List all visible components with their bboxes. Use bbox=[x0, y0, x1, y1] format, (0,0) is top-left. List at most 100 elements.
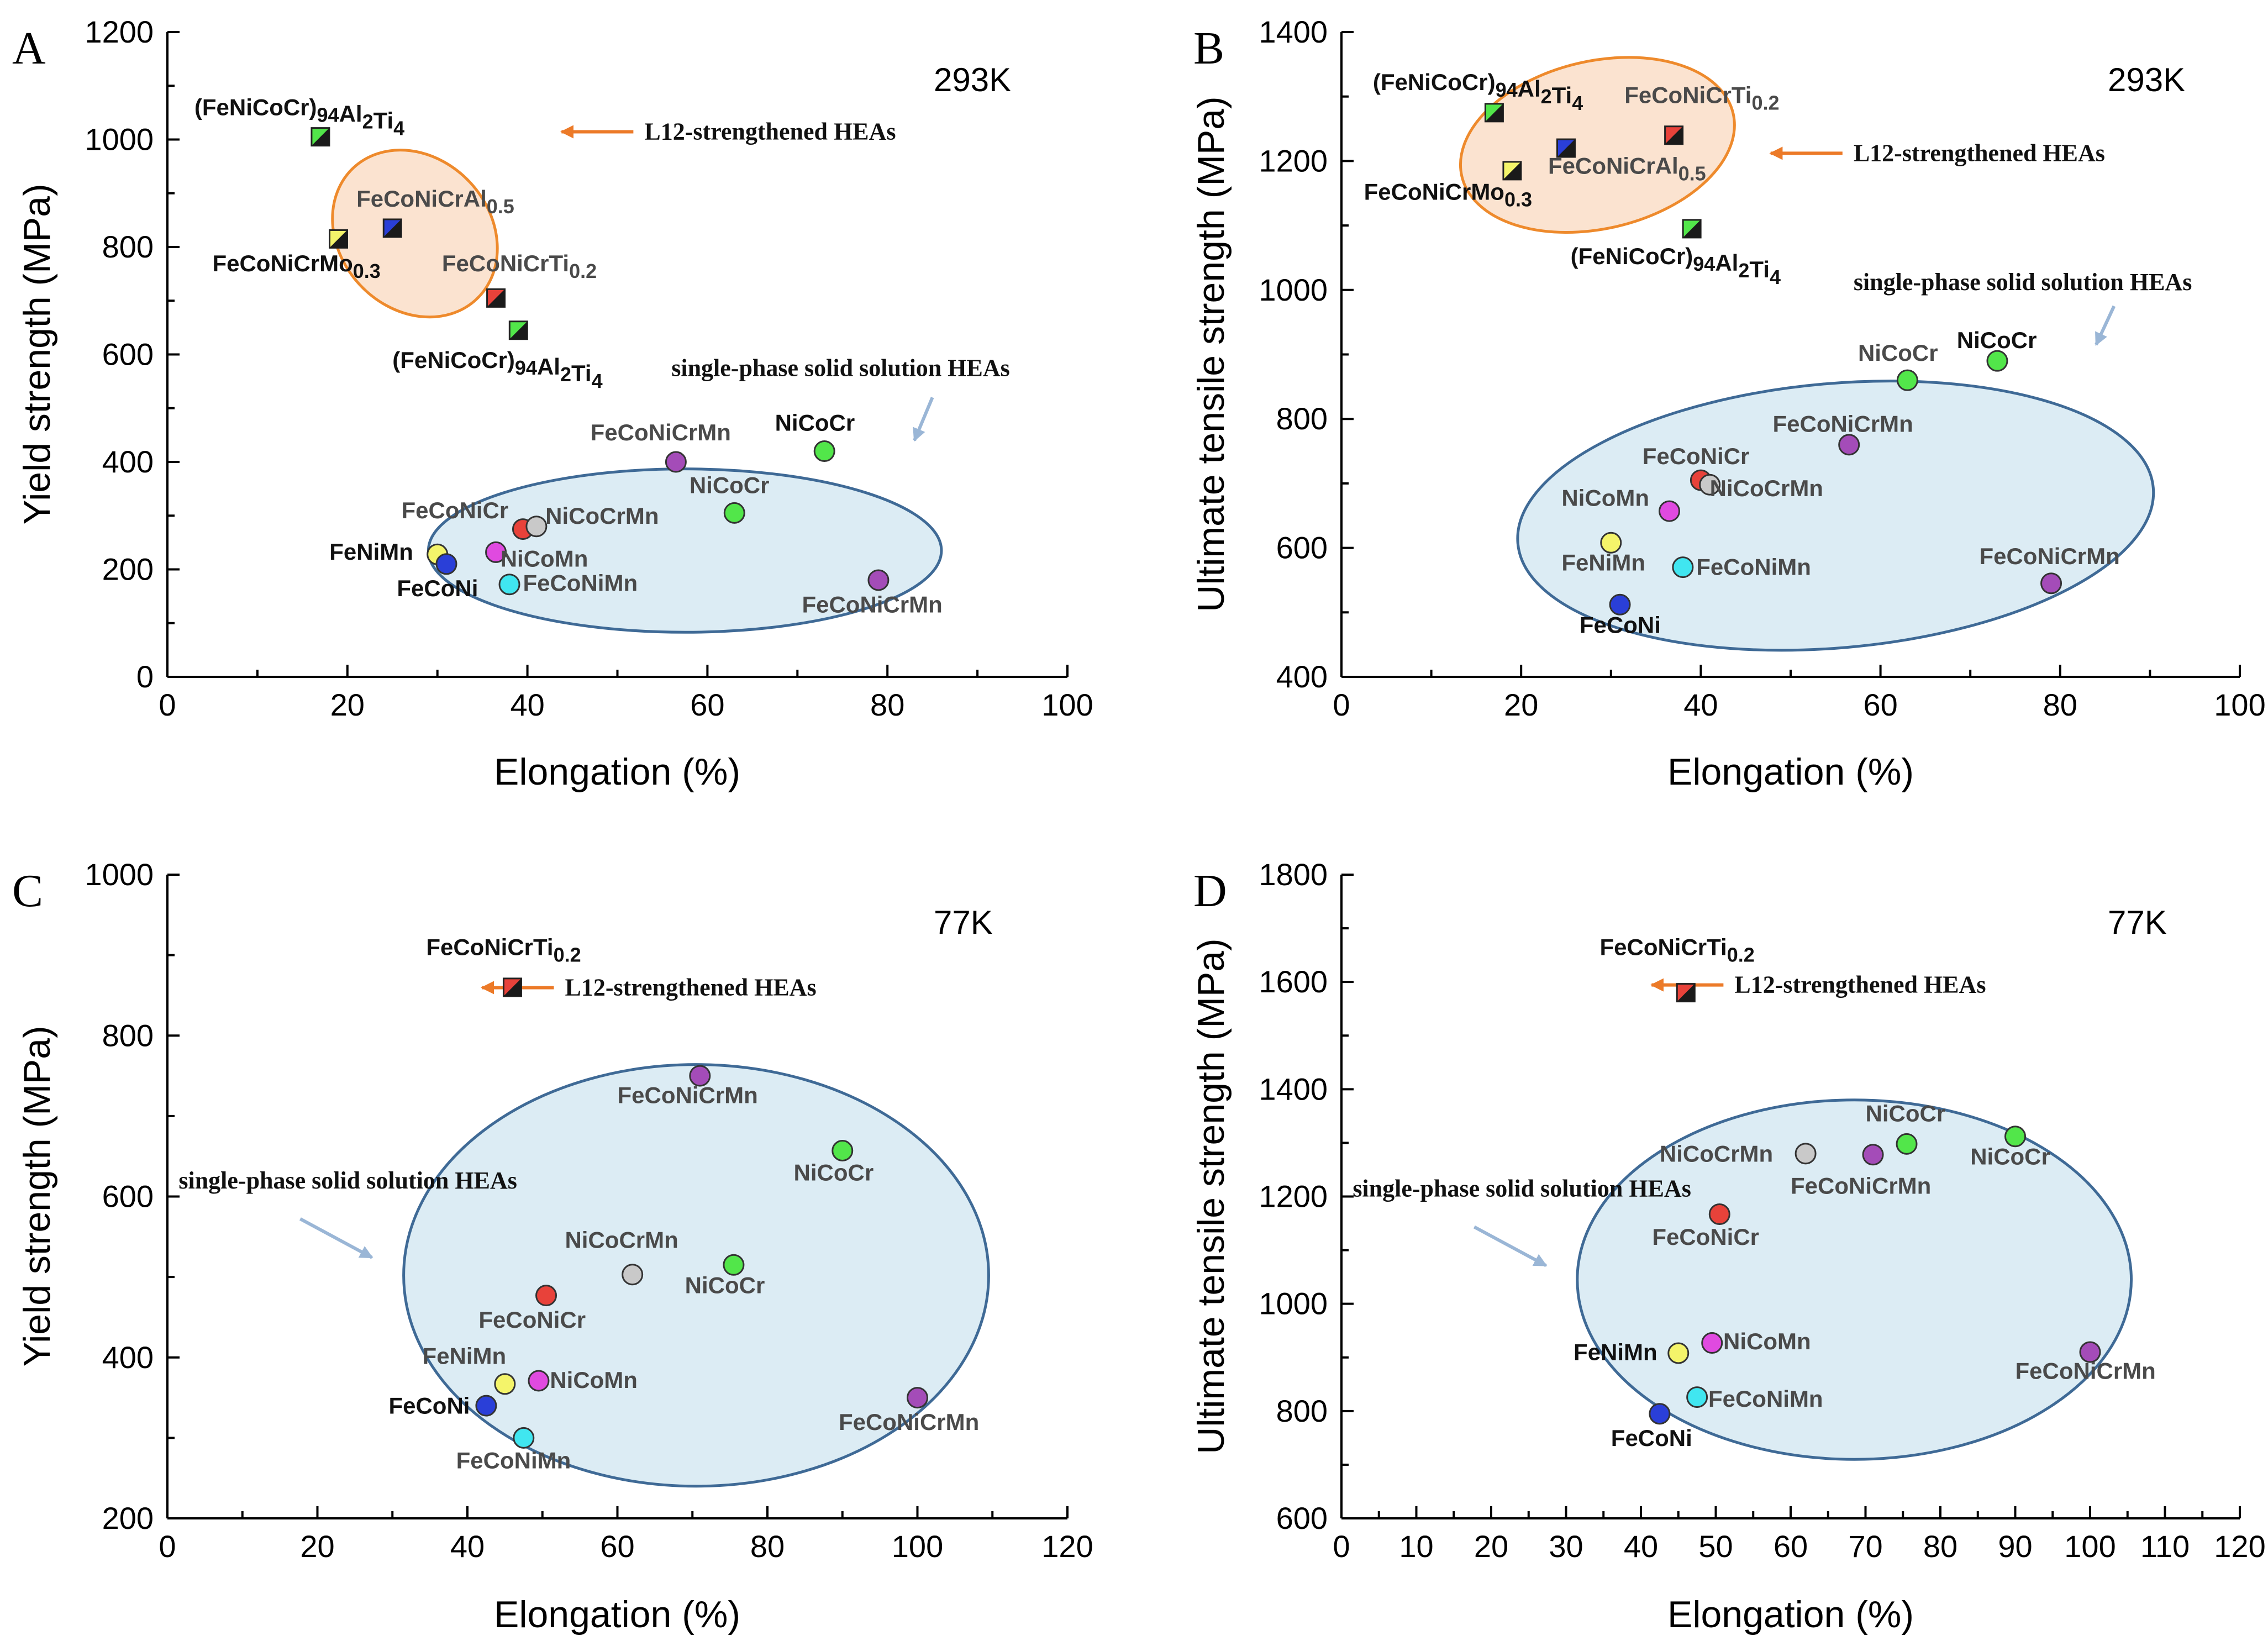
data-point-label: FeCoNiCrMn bbox=[1772, 411, 1913, 437]
y-axis-title: Yield strength (MPa) bbox=[16, 183, 58, 524]
y-tick-label: 400 bbox=[102, 1340, 154, 1375]
panel-b: 0 20 40 60 80 100 400 600 800 1000 1200 1400 Elongat… bbox=[1190, 14, 2266, 793]
l12-annotation-label: L12-strengthened HEAs bbox=[1854, 139, 2105, 166]
y-tick-label: 600 bbox=[1276, 1501, 1328, 1535]
x-tick-label: 60 bbox=[690, 687, 724, 722]
data-point-label: FeCoNiCr bbox=[402, 497, 509, 523]
data-point-label: FeCoNiCrTi0.2 bbox=[426, 934, 581, 966]
y-tick-label: 1400 bbox=[1259, 1071, 1328, 1106]
single-phase-data-point bbox=[907, 1387, 928, 1409]
single-phase-data-point bbox=[1862, 1144, 1884, 1166]
y-tick-label: 800 bbox=[1276, 1393, 1328, 1428]
x-tick-label: 0 bbox=[159, 687, 176, 722]
x-tick-label: 80 bbox=[1923, 1529, 1957, 1564]
x-tick-label: 40 bbox=[510, 687, 544, 722]
data-point-label: (FeNiCoCr)94Al2Ti4 bbox=[1373, 69, 1583, 114]
single-phase-data-point bbox=[1658, 500, 1680, 522]
data-point-label: NiCoMn bbox=[1561, 485, 1649, 511]
single-phase-data-point bbox=[435, 553, 457, 575]
x-tick-label: 20 bbox=[1504, 687, 1538, 722]
data-point-label: NiCoCrMn bbox=[1660, 1140, 1773, 1166]
data-point-label: (FeNiCoCr)94Al2Ti4 bbox=[194, 94, 404, 140]
data-point-label: FeCoNiMn bbox=[456, 1448, 571, 1474]
data-point-label: NiCoMn bbox=[501, 546, 588, 572]
x-tick-label: 100 bbox=[1041, 687, 1093, 722]
y-tick-label: 1800 bbox=[1259, 857, 1328, 892]
y-tick-label: 1000 bbox=[85, 122, 154, 157]
single-phase-data-point bbox=[513, 1427, 535, 1449]
single-phase-annotation-label: single-phase solid solution HEAs bbox=[1854, 269, 2192, 296]
y-tick-label: 1400 bbox=[1259, 14, 1328, 49]
single-phase-data-point bbox=[1986, 350, 2008, 372]
single-phase-data-point bbox=[665, 451, 687, 473]
x-axis-title: Elongation (%) bbox=[494, 1594, 740, 1636]
data-point-label: FeCoNiCr bbox=[1643, 443, 1750, 469]
x-tick-label: 30 bbox=[1549, 1529, 1583, 1564]
l12-data-point-shade bbox=[329, 230, 348, 248]
single-phase-annotation-label: single-phase solid solution HEAs bbox=[671, 354, 1010, 381]
y-tick-label: 200 bbox=[102, 1501, 154, 1535]
x-tick-label: 90 bbox=[1998, 1529, 2032, 1564]
single-phase-data-point bbox=[494, 1373, 516, 1395]
single-phase-annotation-arrow bbox=[1473, 1225, 1548, 1268]
single-phase-data-point bbox=[498, 574, 520, 596]
data-point-label: FeCoNiCrMn bbox=[591, 419, 731, 445]
l12-data-point-shade bbox=[1677, 984, 1695, 1002]
data-point-label: FeCoNiCrMo0.3 bbox=[212, 250, 380, 282]
data-point-label: FeCoNiCrMn bbox=[802, 591, 942, 617]
single-phase-data-point bbox=[1600, 532, 1622, 554]
data-point-label: NiCoCr bbox=[685, 1272, 765, 1298]
data-point-label: FeCoNiCrMn bbox=[1791, 1173, 1931, 1199]
single-phase-data-point bbox=[1649, 1403, 1671, 1425]
data-point-label: NiCoCrMn bbox=[1710, 475, 1823, 501]
single-phase-data-point bbox=[525, 516, 548, 538]
x-tick-label: 120 bbox=[1041, 1529, 1093, 1564]
y-tick-label: 800 bbox=[102, 229, 154, 264]
panel-letter: D bbox=[1193, 865, 1227, 917]
single-phase-annotation-label: single-phase solid solution HEAs bbox=[1353, 1175, 1691, 1202]
data-point-label: NiCoCr bbox=[775, 410, 855, 436]
l12-data-point-shade bbox=[1683, 219, 1701, 238]
data-point-label: FeCoNi bbox=[397, 575, 478, 601]
y-tick-label: 1200 bbox=[85, 14, 154, 49]
single-phase-group-ellipse bbox=[1516, 380, 2155, 652]
data-point-label: FeCoNiCrMn bbox=[618, 1082, 758, 1108]
single-phase-annotation-arrow bbox=[299, 1217, 373, 1259]
temperature-label: 293K bbox=[934, 61, 1011, 98]
single-phase-data-point bbox=[2079, 1341, 2101, 1363]
y-tick-label: 800 bbox=[1276, 401, 1328, 436]
y-tick-label: 200 bbox=[102, 552, 154, 587]
y-tick-label: 800 bbox=[102, 1018, 154, 1053]
single-phase-data-point bbox=[813, 440, 835, 462]
single-phase-group-ellipse bbox=[402, 1063, 990, 1488]
single-phase-data-point bbox=[1701, 1332, 1723, 1354]
l12-data-point-shade bbox=[1665, 126, 1683, 144]
data-point-label: FeNiMn bbox=[423, 1343, 507, 1369]
panel-letter: A bbox=[12, 23, 46, 74]
x-tick-label: 60 bbox=[1863, 687, 1897, 722]
data-point-label: FeCoNiCrMn bbox=[2016, 1358, 2156, 1384]
single-phase-annotation-arrow bbox=[2095, 305, 2116, 346]
y-tick-label: 1600 bbox=[1259, 964, 1328, 999]
x-tick-label: 0 bbox=[159, 1529, 176, 1564]
l12-data-point-shade bbox=[503, 978, 522, 996]
data-point-label: NiCoMn bbox=[550, 1367, 638, 1393]
x-tick-label: 20 bbox=[330, 687, 365, 722]
single-phase-data-point bbox=[723, 1254, 745, 1276]
l12-data-point-shade bbox=[311, 128, 329, 146]
x-tick-label: 80 bbox=[750, 1529, 785, 1564]
single-phase-data-point bbox=[1708, 1203, 1730, 1226]
panel-letter: B bbox=[1193, 23, 1224, 74]
data-point-label: FeCoNi bbox=[388, 1393, 470, 1419]
x-tick-label: 80 bbox=[2043, 687, 2077, 722]
x-axis-title: Elongation (%) bbox=[1667, 751, 1914, 793]
y-tick-label: 400 bbox=[102, 444, 154, 479]
l12-annotation-label: L12-strengthened HEAs bbox=[1734, 971, 1986, 998]
single-phase-data-point bbox=[867, 569, 890, 591]
l12-data-point-shade bbox=[487, 289, 505, 307]
single-phase-data-point bbox=[1896, 369, 1918, 391]
single-phase-data-point bbox=[1838, 434, 1860, 456]
y-tick-label: 1000 bbox=[1259, 1286, 1328, 1321]
data-point-label: FeCoNiCrTi0.2 bbox=[1599, 934, 1754, 966]
